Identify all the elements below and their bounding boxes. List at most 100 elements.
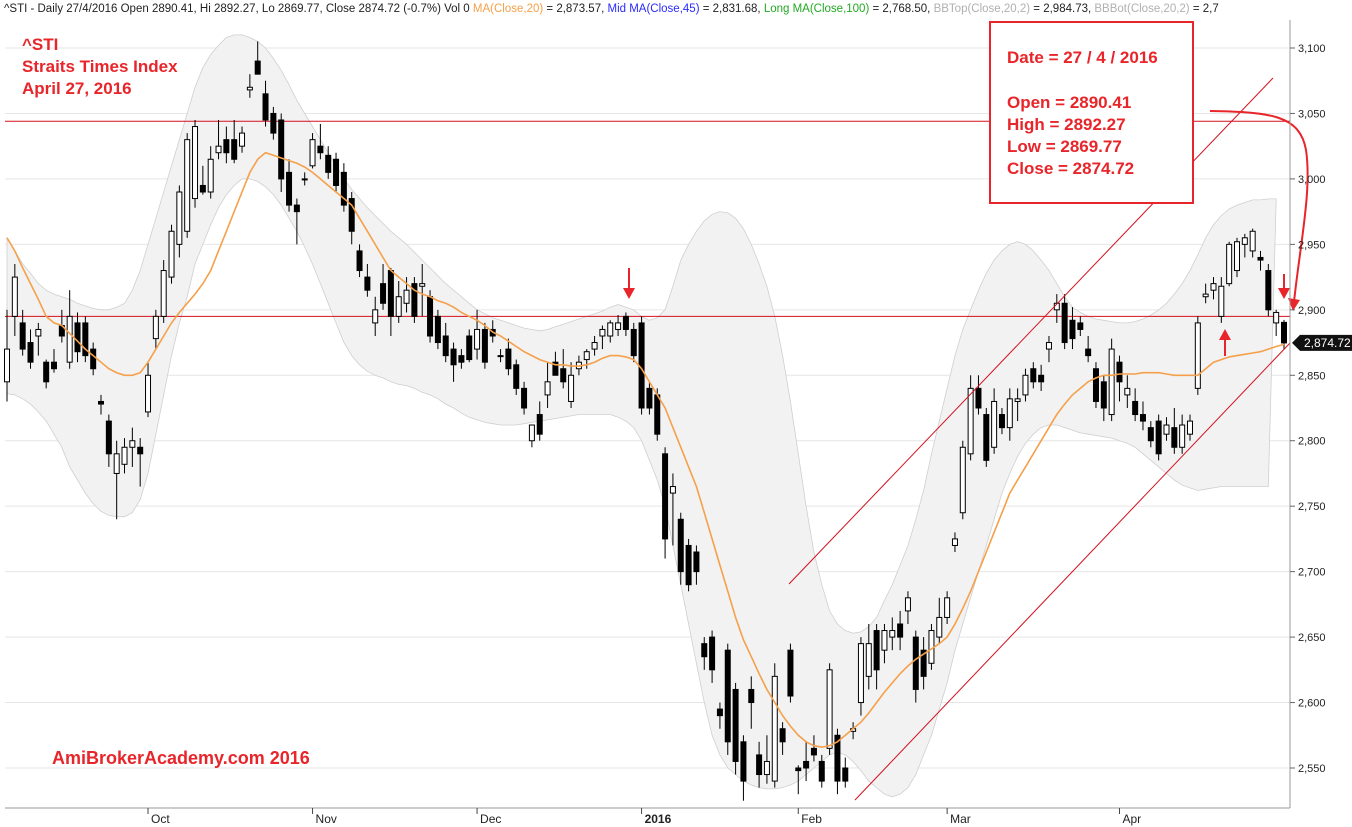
candle-body-down (897, 623, 904, 638)
candle-body-down (317, 145, 324, 154)
candle-body-up (599, 328, 606, 337)
candle-body-down (199, 184, 206, 193)
candle (152, 309, 159, 350)
candle-body-up (35, 328, 42, 337)
candle (11, 264, 18, 336)
candle-body-down (748, 688, 755, 704)
candle (1171, 408, 1178, 454)
candle-body-up (176, 191, 183, 245)
candle-body-down (654, 394, 661, 435)
candle-body-down (1085, 348, 1092, 357)
candle-body-down (693, 551, 700, 573)
x-tick-label: Feb (801, 812, 822, 826)
candle (434, 309, 441, 350)
annotation-arrows (623, 110, 1309, 356)
candle-body-down (834, 734, 841, 782)
candle (991, 388, 998, 454)
x-tick-label: Nov (316, 812, 337, 826)
candle-body-up (763, 760, 770, 776)
candle-body-up (1273, 311, 1280, 324)
candle (544, 362, 551, 408)
candle-body-down (325, 154, 332, 173)
candle (1124, 375, 1131, 408)
candle-body-up (129, 440, 136, 448)
candle-body-up (1179, 424, 1186, 448)
candle-body-up (4, 348, 10, 383)
candle (1241, 233, 1248, 258)
candle-body-down (912, 636, 919, 690)
candle-body-down (1132, 400, 1139, 416)
candle-body-down (340, 171, 347, 206)
candle-body-up (951, 538, 958, 546)
candle (936, 597, 943, 644)
candle-body-down (716, 708, 723, 717)
down-arrow-apr (1278, 274, 1290, 299)
candle-body-up (1006, 398, 1013, 429)
x-tick-label: Oct (151, 812, 170, 826)
candle-body-up (66, 315, 73, 363)
candle (669, 473, 676, 546)
candle (779, 722, 786, 755)
candle-body-down (293, 204, 300, 213)
candle (521, 381, 528, 415)
candle-body-down (630, 328, 637, 357)
candle-body-down (19, 322, 26, 350)
header-ma-label: MA(Close,20) (473, 3, 543, 15)
last-price-tag: 2,874.72 (1292, 334, 1352, 351)
candle-body-up (215, 145, 222, 154)
candle-body-down (286, 171, 293, 206)
candle-body-up (1233, 241, 1240, 272)
candle-body-down (842, 767, 849, 782)
candle (951, 532, 958, 552)
info-close: Close = 2874.72 (1007, 159, 1134, 178)
candle-body-down (1030, 368, 1037, 383)
candle (66, 290, 73, 369)
candle (983, 408, 990, 467)
info-date: Date = 27 / 4 / 2016 (1007, 48, 1158, 67)
candle (998, 408, 1005, 435)
candle (176, 185, 183, 258)
candle (889, 617, 896, 651)
candle-body-up (11, 276, 18, 317)
candle-body-down (810, 747, 817, 756)
candle (1069, 307, 1076, 350)
y-tick-label: 2,550 (1298, 763, 1326, 775)
candle-body-down (560, 368, 567, 383)
y-tick-label: 3,100 (1298, 43, 1326, 55)
candle-body-up (967, 387, 974, 455)
candle (1265, 264, 1272, 317)
candle-body-up (160, 270, 167, 317)
candle-body-down (98, 400, 105, 405)
candle-body-down (458, 355, 465, 363)
candle (842, 757, 849, 788)
header-bbbot-label: BBBot(Close,20,2) (1094, 3, 1189, 15)
candle (364, 264, 371, 297)
candle (810, 735, 817, 762)
candle-body-up (246, 86, 253, 91)
candle-body-down (380, 283, 387, 304)
candle-body-up (1163, 424, 1170, 435)
candle (1038, 364, 1045, 391)
candle (309, 133, 316, 169)
candle-body-up (1045, 342, 1052, 350)
candle (1147, 421, 1154, 448)
candle (450, 342, 457, 382)
candle (646, 381, 653, 415)
header-bbbot-value: = 2,7 (1190, 3, 1219, 15)
title-symbol: ^STI (22, 35, 58, 54)
candle (1045, 336, 1052, 363)
candle-body-up (207, 158, 214, 193)
info-box-frame (989, 21, 1194, 204)
candle (756, 741, 763, 788)
candle (348, 192, 355, 245)
candle-body-up (889, 630, 896, 638)
candle (74, 312, 81, 363)
candle-body-up (1202, 293, 1209, 298)
y-axis: 2,550 2,600 2,650 2,700 2,750 2,800 2,850 2,900… (1289, 20, 1326, 808)
curved-arrow (1209, 110, 1309, 311)
candle-body-up (1241, 237, 1248, 245)
candle (160, 260, 167, 323)
candle-body-down (231, 139, 238, 160)
candle-body-down (27, 342, 34, 363)
